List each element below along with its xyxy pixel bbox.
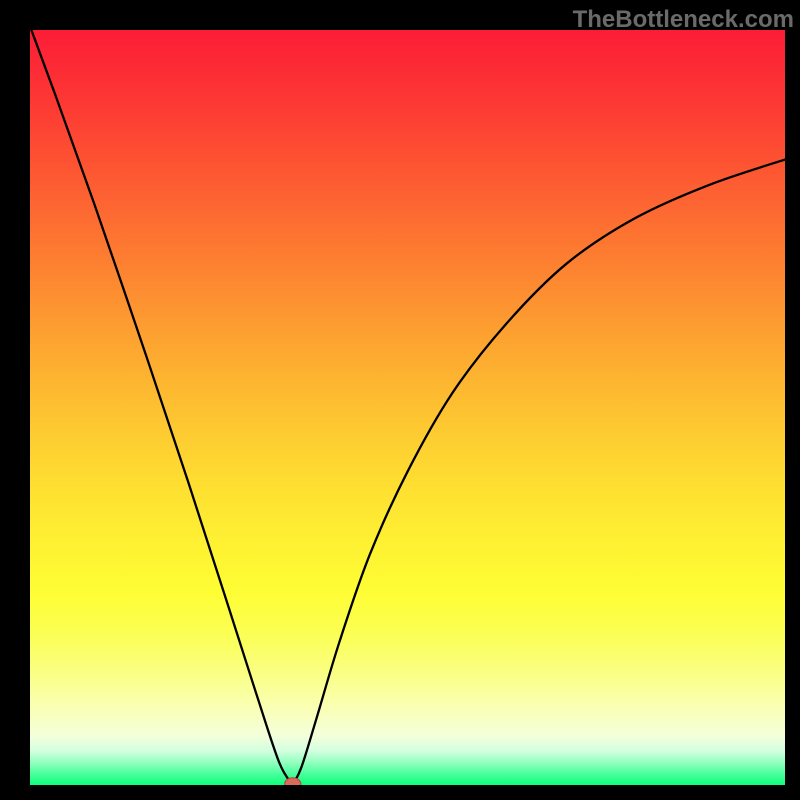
curve-right [293, 158, 789, 785]
watermark-text: TheBottleneck.com [573, 6, 794, 34]
plot-svg [0, 0, 800, 800]
bottleneck-marker [285, 778, 301, 790]
chart-frame: TheBottleneck.com [0, 0, 800, 800]
curve-left [30, 26, 293, 785]
